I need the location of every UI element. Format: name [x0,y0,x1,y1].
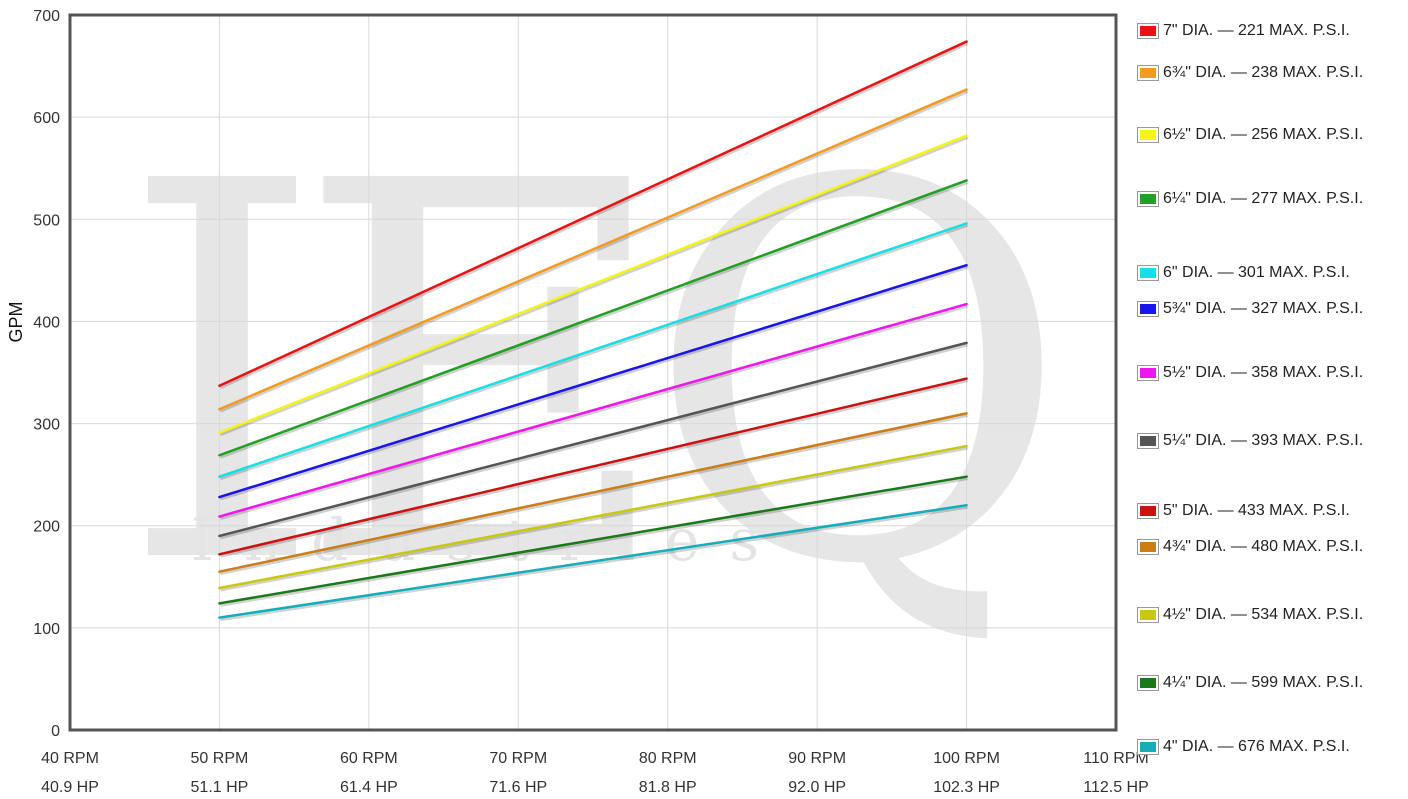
legend-label: 4¼" DIA. — 599 MAX. P.S.I. [1163,674,1364,691]
y-tick-label: 700 [33,8,60,25]
legend-swatch [1137,191,1159,207]
series-line [218,40,968,388]
series-line [218,504,968,619]
series-line-shadow [219,265,969,501]
legend-label: 4½" DIA. — 534 MAX. P.S.I. [1163,606,1364,623]
legend-swatch [1137,675,1159,691]
series-line [218,134,968,435]
legend-label: 6" DIA. — 301 MAX. P.S.I. [1163,264,1350,281]
legend-swatch [1137,23,1159,39]
series-lines [218,40,969,622]
series-line [218,341,968,538]
y-axis-ticks: 0 100 200 300 400 500 600 700 [33,8,60,740]
y-tick-label: 0 [51,723,60,740]
series-line [218,444,968,590]
series-line-shadow [219,223,969,481]
legend-swatch [1137,433,1159,449]
legend-swatch [1137,265,1159,281]
series-line [218,302,968,518]
x-tick-label-hp: 51.1 HP [191,779,249,796]
legend-label: 5½" DIA. — 358 MAX. P.S.I. [1163,364,1364,381]
x-tick-label-rpm: 100 RPM [933,750,1000,767]
legend-label: 4¾" DIA. — 480 MAX. P.S.I. [1163,538,1364,555]
x-tick-label-hp: 81.8 HP [639,779,697,796]
legend-label: 7" DIA. — 221 MAX. P.S.I. [1163,22,1350,39]
legend-label: 5" DIA. — 433 MAX. P.S.I. [1163,502,1350,519]
legend-swatch [1137,127,1159,143]
x-axis-ticks: 40 RPM 40.9 HP 50 RPM 51.1 HP 60 RPM 61.4 HP 7… [41,750,1149,796]
legend-swatch [1137,607,1159,623]
legend-label: 5¾" DIA. — 327 MAX. P.S.I. [1163,300,1364,317]
x-tick-label-hp: 40.9 HP [41,779,99,796]
y-tick-label: 600 [33,110,60,127]
y-tick-label: 300 [33,417,60,434]
series-line-shadow [219,90,969,413]
series-line-shadow [220,446,968,592]
series-line [218,412,968,573]
x-tick-label-hp: 61.4 HP [340,779,398,796]
x-tick-label-rpm: 60 RPM [340,750,398,767]
series-line-shadow [219,181,969,459]
x-tick-label-rpm: 50 RPM [191,750,249,767]
legend-label: 6½" DIA. — 256 MAX. P.S.I. [1163,126,1364,143]
plot-frame [68,13,1118,732]
series-line [218,377,968,556]
x-tick-label-hp: 102.3 HP [933,779,1000,796]
legend-swatch [1137,301,1159,317]
series-line [218,264,968,499]
legend-swatch [1137,539,1159,555]
y-axis-title: GPM [6,301,26,342]
legend-swatch [1137,65,1159,81]
x-tick-label-hp: 112.5 HP [1083,779,1149,796]
series-line [218,179,968,457]
series-line-shadow [220,379,968,558]
x-tick-label-rpm: 110 RPM [1083,750,1149,767]
series-line [218,88,968,411]
series-line-shadow [219,42,969,390]
x-tick-label-hp: 71.6 HP [489,779,547,796]
series-line-shadow [219,136,969,437]
y-tick-label: 200 [33,519,60,536]
legend-swatch [1137,739,1159,755]
series-line-shadow [220,343,968,540]
x-tick-label-rpm: 40 RPM [41,750,99,767]
legend-swatch [1137,503,1159,519]
legend-label: 5¼" DIA. — 393 MAX. P.S.I. [1163,432,1364,449]
legend-label: 6¼" DIA. — 277 MAX. P.S.I. [1163,190,1364,207]
y-tick-label: 100 [33,621,60,638]
legend-swatch [1137,365,1159,381]
x-tick-label-rpm: 80 RPM [639,750,697,767]
x-tick-label-hp: 92.0 HP [788,779,846,796]
y-tick-label: 400 [33,314,60,331]
series-line-shadow [220,477,968,607]
legend-label: 4" DIA. — 676 MAX. P.S.I. [1163,738,1350,755]
series-line-shadow [220,413,968,576]
series-line-shadow [220,304,968,520]
series-line [218,475,968,605]
series-line-shadow [220,505,968,622]
x-tick-label-rpm: 90 RPM [788,750,846,767]
legend-label: 6¾" DIA. — 238 MAX. P.S.I. [1163,64,1364,81]
y-tick-label: 500 [33,212,60,229]
x-tick-label-rpm: 70 RPM [489,750,547,767]
series-line [218,222,968,478]
